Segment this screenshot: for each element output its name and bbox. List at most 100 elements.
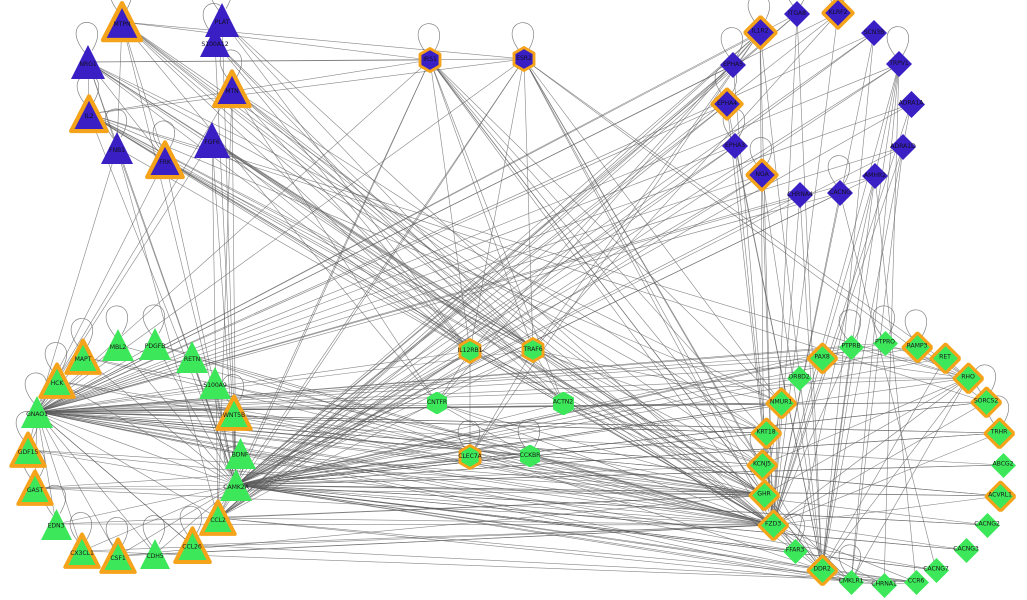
node-pdgfb[interactable]: PDGFB	[133, 322, 177, 366]
node-il2[interactable]: IL2	[67, 92, 111, 136]
node-or8d2[interactable]: OR8D2	[781, 360, 818, 397]
node-nmur1[interactable]: NMUR1	[763, 385, 800, 422]
node-amhr2[interactable]: AMHR2	[856, 157, 894, 195]
node-mtpn[interactable]: MTPN	[99, 0, 145, 45]
diamond-shape	[861, 20, 887, 46]
node-s100a12[interactable]: S100A12	[194, 21, 236, 63]
node-il1r2[interactable]: IL1R2	[741, 13, 780, 52]
node-label: AMHR2	[864, 171, 886, 179]
node-gdf15[interactable]: GDF15	[7, 429, 49, 471]
node-acvrl1[interactable]: ACVRL1	[982, 478, 1019, 515]
triangle-shape	[212, 69, 252, 109]
hexagon-shape	[458, 338, 482, 364]
diamond-shape	[838, 334, 864, 360]
node-traf6[interactable]: TRAF6	[516, 333, 550, 367]
node-label: KCNJ5	[753, 460, 771, 468]
node-label: HCK	[50, 379, 64, 387]
node-mtn[interactable]: MTN	[210, 67, 254, 111]
node-label: MTN	[225, 88, 239, 96]
node-label: IL2	[84, 113, 94, 121]
node-csf1[interactable]: CSF1	[97, 535, 139, 577]
node-cntfr[interactable]: CNTFR	[420, 386, 454, 420]
hexagon-shape	[458, 444, 482, 470]
node-gast[interactable]: GAST	[14, 467, 56, 509]
node-frk[interactable]: FRK	[143, 138, 187, 182]
node-itga8[interactable]: ITGA8	[778, 0, 816, 33]
node-sorcs2[interactable]: SORCS2	[968, 384, 1005, 421]
node-cacng3[interactable]: CACNG3	[948, 532, 985, 569]
node-actn2[interactable]: ACTN2	[546, 386, 581, 421]
node-cacng[interactable]: CACNG	[821, 174, 859, 212]
node-ghr[interactable]: GHR	[746, 477, 783, 514]
node-label: GAST	[26, 486, 44, 494]
node-label: ACTN2	[552, 398, 574, 406]
node-cacng2[interactable]: CACNG2	[969, 507, 1006, 544]
node-cdh5[interactable]: CDH5	[134, 533, 176, 575]
node-clec7a[interactable]: CLEC7A	[453, 440, 487, 474]
node-nga[interactable]: NGA	[743, 156, 781, 194]
node-nrg1[interactable]: NRG1	[65, 39, 111, 85]
node-krt18[interactable]: KRT18	[748, 415, 785, 452]
node-ptpro[interactable]: PTPRO	[867, 325, 904, 362]
node-ccl26[interactable]: CCL26	[171, 524, 214, 567]
node-s100a9[interactable]: S100A9	[193, 361, 237, 405]
node-trpv1[interactable]: TRPV1	[880, 45, 918, 83]
node-klrf2[interactable]: KLRF2	[819, 0, 857, 32]
node-label: ABCG2	[992, 460, 1014, 468]
node-wnt5b[interactable]: WNT5B	[213, 392, 255, 434]
node-retn[interactable]: RETN	[170, 335, 214, 379]
node-cmklr1[interactable]: CMKLR1	[833, 564, 870, 600]
hexagon-shape	[521, 337, 545, 363]
node-il12rb1[interactable]: IL12RB1	[453, 334, 487, 368]
node-esr2[interactable]: ESR2	[507, 42, 541, 76]
node-chrna4[interactable]: CHRNA4	[781, 176, 819, 214]
node-epha3[interactable]: EPHA3	[716, 127, 754, 165]
triangle-shape	[199, 367, 231, 399]
node-mapt[interactable]: MAPT	[62, 336, 104, 378]
node-ccl2[interactable]: CCL2	[197, 497, 239, 539]
node-gnao1[interactable]: GNAO1	[15, 390, 59, 434]
node-label: IRS1	[423, 55, 437, 63]
node-fnb1[interactable]: FNB1	[95, 126, 139, 170]
node-label: TRAF6	[523, 345, 543, 353]
node-ddr2[interactable]: DDR2	[804, 552, 841, 589]
node-mbl2[interactable]: MBL2	[96, 323, 140, 367]
node-plat[interactable]: PLAT	[199, 0, 245, 43]
node-irs1[interactable]: IRS1	[413, 43, 447, 77]
node-cacng7[interactable]: CACNG7	[918, 552, 955, 589]
diamond-shape	[970, 386, 1002, 418]
node-label: EPHA4	[717, 99, 737, 107]
node-ptprb[interactable]: PTPRB	[833, 329, 870, 366]
node-chrna1[interactable]: CHRNA1	[866, 567, 903, 600]
node-pax8[interactable]: PAX8	[804, 340, 841, 377]
node-abcg2[interactable]: ABCG2	[985, 447, 1022, 484]
node-bdnf[interactable]: BDNF	[219, 432, 262, 475]
node-hck[interactable]: HCK	[36, 360, 78, 402]
node-ccr6[interactable]: CCR6	[898, 564, 935, 600]
node-label: CMKLR1	[838, 577, 864, 585]
node-epha4[interactable]: EPHA4	[708, 85, 746, 123]
node-camk2a[interactable]: CAMK2A	[214, 463, 258, 507]
node-fzd3[interactable]: FZD3	[755, 507, 792, 544]
node-adra1d[interactable]: ADRA1D	[884, 128, 922, 166]
node-kcnj5[interactable]: KCNJ5	[744, 447, 781, 484]
node-cckbr[interactable]: CCKBR	[513, 439, 547, 473]
node-trhr[interactable]: TRHR	[981, 415, 1018, 452]
node-fgf6[interactable]: FGF6	[188, 116, 236, 164]
node-label: CACNG3	[953, 545, 979, 553]
node-edn3[interactable]: EDN3	[35, 503, 78, 546]
diamond-shape	[974, 512, 1000, 538]
node-ffar3[interactable]: FFAR3	[777, 533, 814, 570]
node-cx3cl1[interactable]: CX3CL1	[61, 530, 103, 572]
node-adra1a[interactable]: ADRA1A	[892, 85, 931, 124]
node-ramp3[interactable]: RAMP3	[899, 329, 936, 366]
node-epha5[interactable]: EPHA5	[714, 46, 752, 84]
diamond-shape	[757, 509, 789, 541]
node-scn3b[interactable]: SCN3B	[855, 14, 893, 52]
triangle-shape	[220, 469, 252, 501]
node-ret[interactable]: RET	[927, 340, 964, 377]
node-rho[interactable]: RHO	[950, 360, 987, 397]
node-label: WNT5B	[222, 411, 246, 419]
